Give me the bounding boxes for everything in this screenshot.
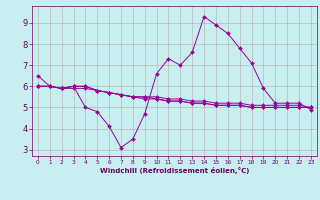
X-axis label: Windchill (Refroidissement éolien,°C): Windchill (Refroidissement éolien,°C) [100,167,249,174]
